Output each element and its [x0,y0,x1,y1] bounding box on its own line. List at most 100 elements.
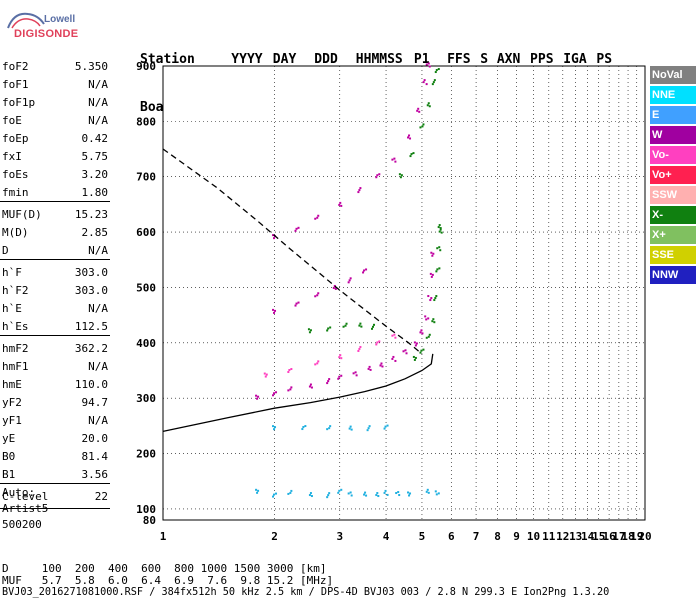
echo-point [328,427,331,430]
echo-point [265,373,268,376]
param-value: N/A [88,114,108,127]
param-value: 81.4 [81,450,109,463]
echo-point [344,324,347,327]
echo-point [410,153,413,156]
y-tick-label: 900 [136,60,156,73]
echo-point [375,176,378,179]
legend-item-vo-4: Vo- [650,146,696,164]
param-name: M(D) [2,226,29,239]
echo-point [340,488,343,491]
echo-point [435,295,438,298]
auto-version: 500200 [2,518,42,531]
param-row-d: D N/A [2,242,108,260]
x-tick-label: 17 [612,530,625,543]
polarization-legend: NoVal NNE E W Vo- Vo+ SSW X- X+ SSE NNW [650,66,696,286]
echo-point [429,299,432,302]
echo-point [255,488,258,491]
echo-point [348,279,351,282]
file-info-row: BVJ03_2016271081000.RSF / 384fx512h 50 k… [2,587,610,598]
header-label-0: Station [140,52,195,67]
header-label-5: P1 [413,52,430,67]
echo-point [378,173,381,176]
param-value: 3.56 [81,468,109,481]
param-value: 110.0 [74,378,108,391]
echo-point [274,426,277,429]
echo-point [375,494,378,497]
echo-point [412,152,415,155]
echo-point [432,252,435,255]
legend-item-w-3: W [650,126,696,144]
echo-point [435,69,438,72]
echo-point [376,174,379,177]
echo-point [314,217,317,220]
echo-point [438,246,441,249]
echo-point [349,425,352,428]
echo-point [347,492,350,495]
echo-point [408,494,411,497]
param-value: 15.23 [74,208,108,221]
echo-point [409,492,412,495]
param-separator [0,201,110,202]
param-name: D [2,244,9,257]
echo-point [424,315,427,318]
echo-point [397,491,400,494]
echo-point [295,302,298,305]
echo-point [359,345,362,348]
echo-point [425,318,428,321]
param-name: hmE [2,378,22,391]
echo-point [362,271,365,274]
param-value: 22 [94,490,108,503]
echo-point [359,187,362,190]
x-tick-label: 3 [336,530,343,543]
echo-point [419,331,422,334]
echo-point [274,309,277,312]
param-name: C-level [2,490,49,503]
param-row-fmin: fmin 1.80 [2,184,108,202]
echo-point [430,297,433,300]
echo-point [339,201,342,204]
echo-point [398,173,401,176]
echo-point [273,311,276,314]
echo-point [338,489,341,492]
echo-point [326,329,329,332]
echo-point [394,160,397,163]
param-value: 0.42 [81,132,109,145]
echo-point [290,368,293,371]
echo-point [373,323,376,326]
echo-point [308,494,311,497]
echo-point [428,105,431,108]
digisonde-logo: Lowell DIGISONDE [6,8,78,44]
echo-point [342,325,345,328]
echo-point [339,354,342,357]
param-value: N/A [88,78,108,91]
header-label-4: HHMMSS [355,52,403,67]
echo-point [438,224,441,227]
legend-item-nne-1: NNE [650,86,696,104]
echo-point [338,375,341,378]
echo-point [349,277,352,280]
param-value: 362.2 [74,342,108,355]
echo-point [316,362,319,365]
param-row-clevel: C-level 22 [2,488,108,506]
echo-point [338,356,341,359]
param-row-foes: foEs 3.20 [2,166,108,184]
param-separator [0,335,110,336]
echo-point [423,79,426,82]
echo-point [381,365,384,368]
auto-label: Auto: [2,486,36,499]
echo-point [360,325,363,328]
echo-point [407,136,410,139]
param-row-hf: h`F 303.0 [2,264,108,282]
echo-point [426,488,429,491]
echo-point [327,327,330,330]
param-row-yf1: yF1 N/A [2,412,108,430]
param-row-b1: B1 3.56 [2,466,108,484]
echo-point [426,104,429,107]
echo-point [273,493,276,496]
echo-point [398,494,401,497]
echo-point [287,371,290,374]
echo-point [435,270,438,273]
echo-point [402,350,405,353]
echo-point [359,322,362,325]
echo-point [439,228,442,231]
